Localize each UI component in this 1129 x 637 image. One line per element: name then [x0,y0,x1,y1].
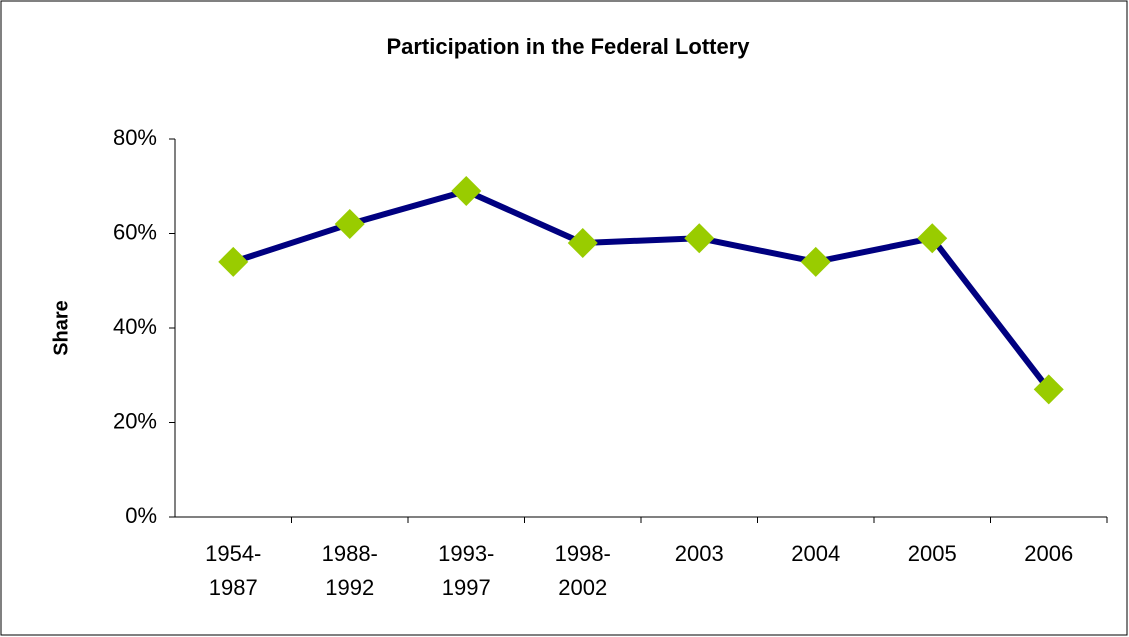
x-tick-label: 2004 [791,541,840,566]
x-tick-label: 1998-2002 [555,541,611,600]
y-axis-title: Share [50,300,72,356]
chart-title: Participation in the Federal Lottery [386,34,750,59]
x-tick-label: 2005 [908,541,957,566]
x-tick-label: 2003 [675,541,724,566]
y-tick-label: 0% [125,503,157,528]
x-tick-label: 1993-1997 [438,541,494,600]
x-tick-label: 1954-1987 [205,541,261,600]
y-tick-label: 80% [113,125,157,150]
marker [218,246,249,277]
x-tick-label: 1988-1992 [322,541,378,600]
marker [1033,374,1064,405]
y-tick-label: 40% [113,314,157,339]
y-tick-label: 20% [113,408,157,433]
marker [334,209,365,240]
marker [567,227,598,258]
marker [451,175,482,206]
y-tick-label: 60% [113,219,157,244]
marker [917,223,948,254]
line-series [232,187,1052,392]
x-tick-label: 2006 [1024,541,1073,566]
marker [684,223,715,254]
marker [800,246,831,277]
